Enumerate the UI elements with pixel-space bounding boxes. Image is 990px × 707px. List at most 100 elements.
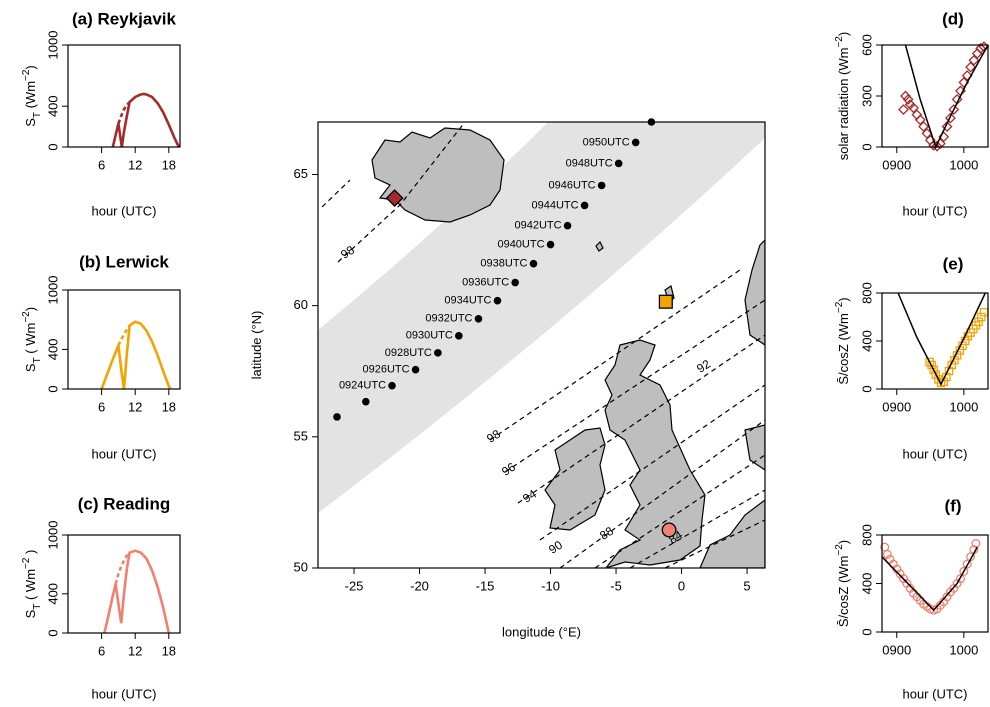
line <box>117 101 131 124</box>
y-tick-label: 300 <box>859 85 874 107</box>
y-tick-label: 600 <box>859 34 874 56</box>
x-axis-label: hour (UTC) <box>902 203 967 218</box>
x-tick-label: 6 <box>98 643 105 658</box>
line <box>114 551 131 585</box>
x-tick-label: 6 <box>98 157 105 172</box>
y-axis-label: ST (Wm−2) <box>21 65 43 127</box>
track-label: 0948UTC <box>566 157 613 169</box>
y-axis-label: ST ( Wm−2) <box>21 307 43 372</box>
marker <box>959 566 969 576</box>
y-axis-label-part: ) <box>23 65 38 69</box>
y-axis-label-part: S <box>23 609 38 618</box>
y-tick-label: 800 <box>859 524 874 546</box>
eclipse-band <box>318 122 765 513</box>
y-tick-label: 0 <box>45 143 60 150</box>
panel-title: (d) <box>942 9 964 28</box>
marker <box>971 539 981 548</box>
contour-label: 88 <box>597 524 616 543</box>
track-point <box>493 296 502 305</box>
marker <box>977 312 986 322</box>
track-label: 0942UTC <box>514 220 561 232</box>
y-axis-label-part: solar radiation (Wm <box>836 48 851 161</box>
great-britain <box>604 339 706 568</box>
marker <box>927 360 936 370</box>
marker <box>661 522 677 538</box>
x-axis-label: hour (UTC) <box>91 203 156 218</box>
y-axis-label-part: S̄/cosZ (Wm <box>836 556 851 628</box>
marker <box>914 114 926 126</box>
track-label: 0950UTC <box>583 136 630 148</box>
ireland <box>544 427 606 531</box>
x-tick-label: 18 <box>162 399 176 414</box>
y-axis-label-part: (Wm <box>23 81 38 112</box>
track-label: 0946UTC <box>549 179 596 191</box>
x-tick-label: 0900 <box>882 642 911 657</box>
plot-frame <box>881 534 989 633</box>
y-tick-label: 50 <box>294 559 308 574</box>
contour <box>629 489 765 568</box>
y-axis-label-part: T <box>32 112 43 118</box>
track-point <box>388 381 396 390</box>
plot-frame <box>881 44 989 148</box>
y-tick-label: 400 <box>859 330 874 352</box>
track-label: 0944UTC <box>532 199 579 211</box>
x-axis-label: longitude (°E) <box>502 624 581 639</box>
contour <box>504 299 765 473</box>
line <box>100 320 172 390</box>
x-tick-label: 0900 <box>882 399 911 414</box>
x-tick-label: -25 <box>345 578 364 593</box>
track-label: 0928UTC <box>385 347 432 359</box>
plot-frame <box>67 534 181 634</box>
x-tick-label: 5 <box>743 578 750 593</box>
y-axis-label-part: −2 <box>21 69 32 81</box>
x-axis-label: hour (UTC) <box>91 446 156 461</box>
track-point <box>362 397 370 406</box>
y-tick-label: 0 <box>859 628 874 635</box>
y-axis-label-part: ) <box>836 297 851 301</box>
y-tick-label: 0 <box>45 629 60 636</box>
x-tick-label: 0900 <box>882 157 911 172</box>
marker <box>956 574 965 584</box>
marker <box>931 140 943 152</box>
panel-title: (c) Reading <box>78 494 171 513</box>
map-background <box>318 122 765 568</box>
line <box>904 44 989 150</box>
y-axis-label-part: S̄/cosZ (Wm <box>836 313 851 385</box>
y-tick-label: 1000 <box>45 521 60 550</box>
x-axis-label: hour (UTC) <box>902 686 967 701</box>
contour-label: 96 <box>499 460 518 479</box>
contour <box>559 419 765 568</box>
y-tick-label: 400 <box>45 583 60 605</box>
line <box>881 546 978 612</box>
track-point <box>455 332 463 340</box>
x-tick-label: 6 <box>98 399 105 414</box>
y-axis-label-part: −2 <box>834 544 845 556</box>
contour <box>594 454 765 568</box>
line <box>897 292 986 386</box>
y-axis-label-part: −2 <box>21 311 32 323</box>
marker <box>948 104 960 116</box>
y-axis-label-part: T <box>32 357 43 363</box>
y-tick-label: 60 <box>294 297 308 312</box>
y-axis-label-part: ( Wm <box>23 323 38 358</box>
contour-label: 90 <box>546 538 565 557</box>
x-tick-label: 1000 <box>949 157 978 172</box>
y-axis-label-part: ) <box>836 540 851 544</box>
track-label: 0934UTC <box>444 295 491 307</box>
panel-title: (a) Reykjavik <box>72 9 176 28</box>
line <box>111 92 181 148</box>
track-label: 0930UTC <box>406 330 453 342</box>
europe <box>699 499 765 568</box>
marker <box>974 317 983 327</box>
marker <box>958 76 970 88</box>
track-point <box>333 413 341 421</box>
y-axis-label-part: ( Wm <box>23 569 38 604</box>
marker <box>975 42 987 54</box>
y-axis-label: S̄/cosZ (Wm−2) <box>834 540 851 627</box>
faroe <box>595 240 604 252</box>
marker <box>961 70 973 82</box>
x-axis-label: hour (UTC) <box>91 686 156 701</box>
marker <box>931 370 940 379</box>
track-point <box>529 259 538 268</box>
